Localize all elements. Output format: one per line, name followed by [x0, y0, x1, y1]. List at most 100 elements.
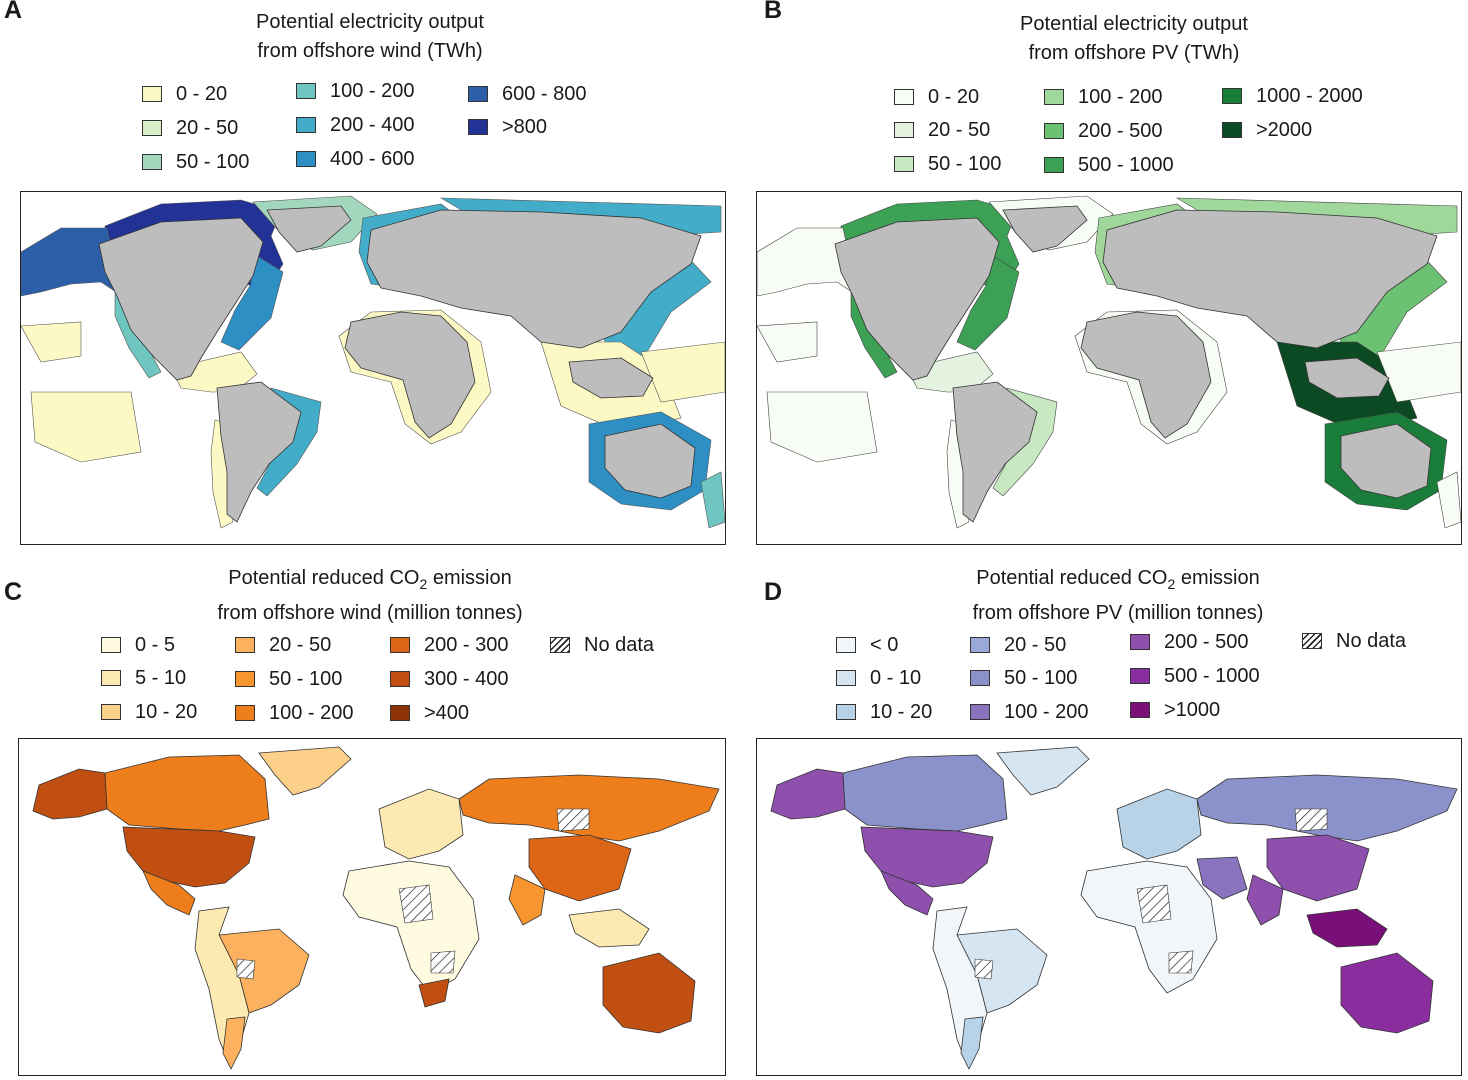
hatch-region-bolivia — [974, 958, 994, 980]
legend-label: 600 - 800 — [502, 82, 587, 105]
map-svg — [770, 746, 1458, 1070]
legend-swatch — [970, 637, 990, 653]
legend-label: 20 - 50 — [176, 116, 239, 139]
countries — [32, 746, 720, 1070]
country-argentina — [222, 1016, 246, 1070]
panel-title: Potential electricity output from offsho… — [914, 10, 1354, 68]
land-africa — [1080, 311, 1212, 439]
legend-item: 0 - 20 — [142, 81, 227, 107]
legend-item: 20 - 50 — [894, 117, 990, 143]
legend-item: 10 - 20 — [101, 699, 197, 725]
world-map — [756, 738, 1462, 1076]
legend-item: 300 - 400 — [390, 666, 509, 692]
legend-label: 50 - 100 — [928, 152, 1002, 175]
legend-label: 50 - 100 — [269, 667, 343, 690]
zone-new-zealand — [1436, 471, 1461, 529]
legend-swatch — [894, 156, 914, 172]
legend-swatch — [390, 637, 410, 653]
panel-title: Potential reduced CO2 emission from offs… — [150, 564, 590, 628]
legend-swatch — [235, 705, 255, 721]
co2-label: CO2 — [389, 567, 428, 592]
country-usa — [122, 826, 256, 888]
legend-item: 20 - 50 — [235, 632, 331, 658]
world-map — [20, 191, 726, 545]
legend-label: No data — [584, 633, 655, 656]
country-alaska — [32, 768, 108, 820]
legend-label: 0 - 20 — [176, 82, 228, 105]
hatch-region-zambia — [430, 950, 456, 974]
legend-label: 100 - 200 — [330, 79, 415, 102]
zone-us-east — [220, 251, 284, 351]
legend-label: 400 - 600 — [330, 147, 415, 170]
legend-swatch — [142, 154, 162, 170]
country-india — [1246, 874, 1284, 926]
hatch-region-kazakhstan — [1294, 808, 1328, 832]
legend-item: 100 - 200 — [1044, 84, 1163, 110]
panel-c: C Potential reduced CO2 emission from of… — [0, 540, 734, 1080]
legend-swatch — [836, 637, 856, 653]
country-canada — [842, 754, 1008, 832]
legend-item: 200 - 400 — [296, 112, 415, 138]
legend-swatch — [296, 151, 316, 167]
legend-item: 600 - 800 — [468, 81, 587, 107]
legend-swatch — [101, 637, 121, 653]
land — [98, 205, 702, 523]
legend-swatch — [468, 86, 488, 102]
country-india — [508, 874, 546, 926]
map-svg — [21, 195, 725, 529]
hatch-swatch — [550, 637, 570, 653]
legend-label: 500 - 1000 — [1078, 153, 1174, 176]
panel-title: Potential reduced CO2 emission from offs… — [898, 564, 1338, 628]
legend-label: No data — [1336, 629, 1407, 652]
legend-label: 20 - 50 — [928, 118, 991, 141]
title-line-2: from offshore PV (million tonnes) — [972, 602, 1264, 624]
legend-swatch — [142, 120, 162, 136]
panel-b: B Potential electricity output from offs… — [734, 0, 1468, 545]
country-china — [528, 834, 632, 902]
land — [834, 205, 1438, 523]
land-indonesia — [1304, 357, 1390, 399]
title-line-1: Potential reduced CO2 emission — [150, 564, 590, 599]
legend-item: 100 - 200 — [235, 700, 354, 726]
co2-label: CO2 — [1137, 567, 1175, 592]
legend-label: 20 - 50 — [1004, 633, 1067, 656]
legend-swatch — [390, 671, 410, 687]
legend-item: 0 - 20 — [894, 84, 979, 110]
title-line-1: Potential electricity output — [256, 11, 484, 33]
title-line-2: from offshore PV (TWh) — [1028, 42, 1240, 64]
co2-subscript: 2 — [419, 576, 428, 592]
country-mexico — [880, 870, 934, 916]
legend-item: 50 - 100 — [894, 151, 1001, 177]
legend-swatch — [296, 117, 316, 133]
legend-swatch — [836, 704, 856, 720]
legend-label: >2000 — [1256, 118, 1313, 141]
legend-item: 400 - 600 — [296, 146, 415, 172]
zone-new-zealand — [700, 471, 725, 529]
country-europe — [1116, 788, 1202, 860]
legend-item: 10 - 20 — [836, 699, 932, 725]
legend-swatch — [1130, 668, 1150, 684]
legend-item-no-data: No data — [1302, 628, 1406, 654]
title-line-2: from offshore wind (TWh) — [257, 40, 483, 62]
legend-item: 200 - 500 — [1044, 118, 1163, 144]
legend-label: 10 - 20 — [135, 700, 198, 723]
title-line-1: Potential reduced CO2 emission — [898, 564, 1338, 599]
legend-item: 20 - 50 — [970, 632, 1066, 658]
panel-d: D Potential reduced CO2 emission from of… — [734, 540, 1468, 1080]
land-north-america — [98, 217, 264, 381]
legend-swatch — [296, 83, 316, 99]
legend-label: 50 - 100 — [1004, 666, 1078, 689]
country-greenland — [996, 746, 1090, 796]
legend-swatch — [1222, 122, 1242, 138]
legend-label: 200 - 300 — [424, 633, 509, 656]
legend-label: 20 - 50 — [269, 633, 332, 656]
land-south-america — [952, 381, 1038, 523]
zone-pacific-islands — [21, 321, 725, 463]
land-indonesia — [568, 357, 654, 399]
legend-swatch — [1130, 702, 1150, 718]
legend-item: >1000 — [1130, 697, 1220, 723]
panel-a: A Potential electricity output from offs… — [0, 0, 734, 545]
land-europe-asia — [366, 209, 702, 349]
legend-swatch — [142, 86, 162, 102]
world-map — [18, 738, 726, 1076]
